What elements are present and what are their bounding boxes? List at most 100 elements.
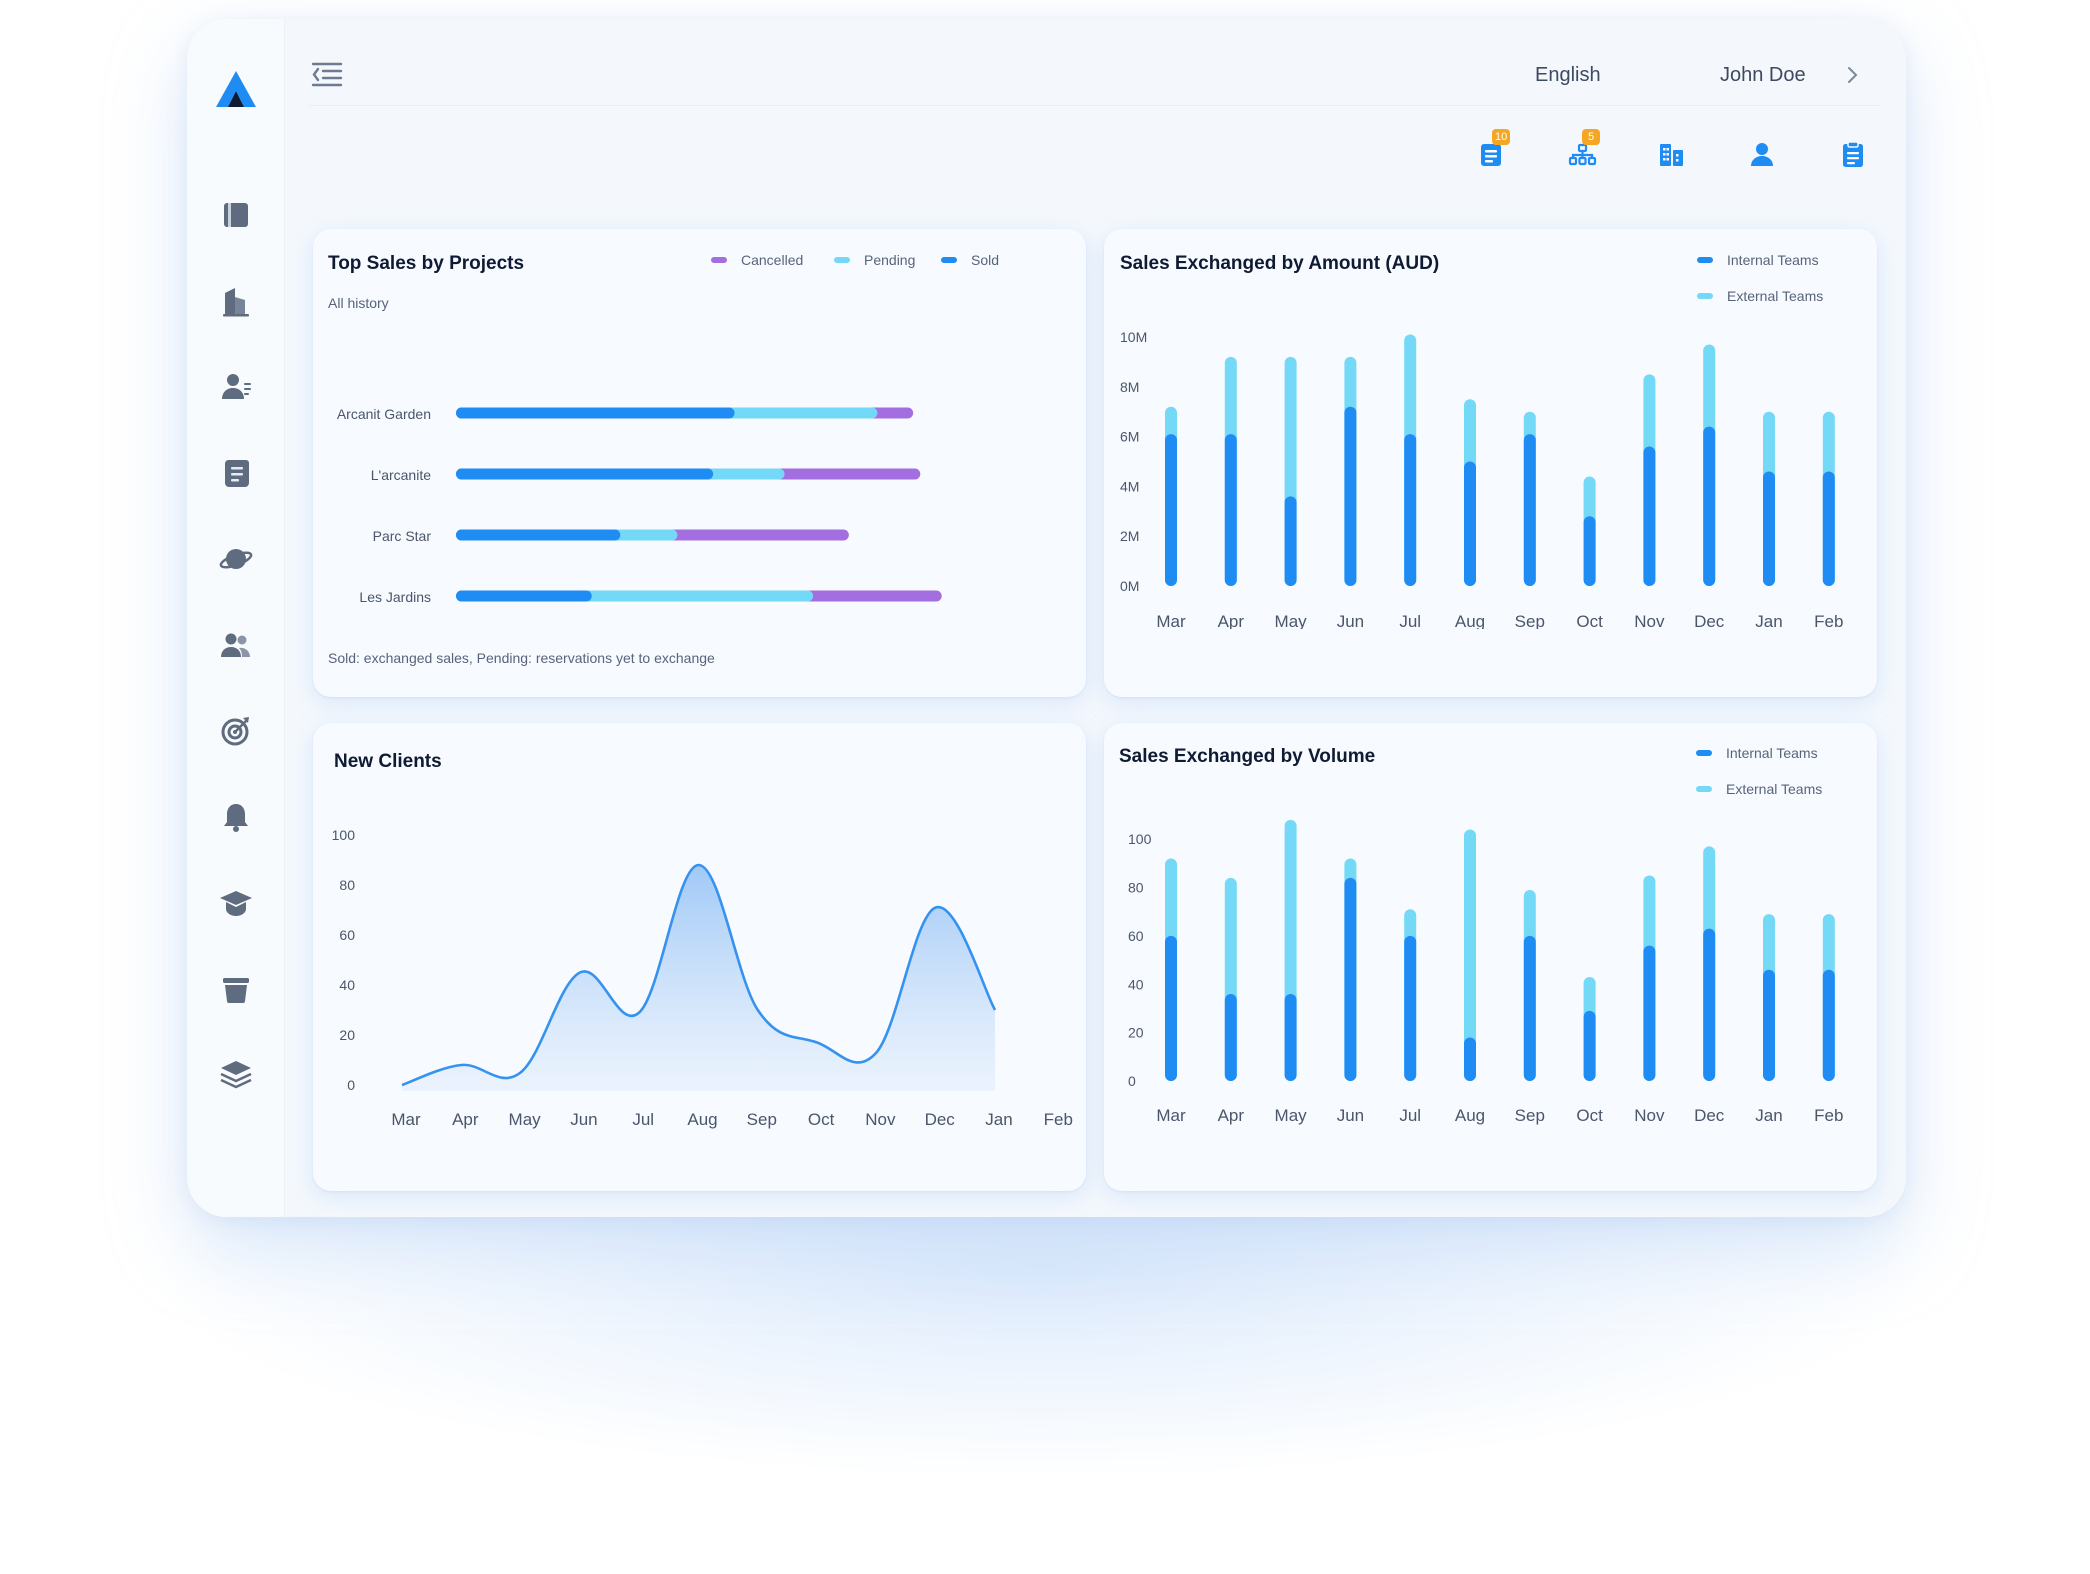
top-sales-card: Top Sales by Projects Cancelled Pending …: [313, 229, 1086, 697]
sidebar: [187, 19, 285, 1217]
sidebar-item-user-list[interactable]: [216, 367, 256, 407]
x-tick-label: Aug: [1455, 612, 1485, 629]
legend-external-teams: External Teams: [1697, 288, 1823, 304]
app-logo-icon: [216, 71, 256, 107]
x-tick-label: Mar: [391, 1110, 421, 1129]
quick-action-document-list[interactable]: 10: [1474, 129, 1514, 175]
y-tick-label: 4M: [1120, 478, 1139, 494]
bar-internal-teams: [1822, 969, 1835, 1081]
notification-badge: 5: [1582, 129, 1600, 145]
x-tick-label: Apr: [1218, 1106, 1245, 1125]
bar-internal-teams: [1464, 461, 1476, 586]
y-tick-label: 20: [339, 1027, 355, 1043]
bar-internal-teams: [1224, 434, 1237, 586]
y-tick-label: 40: [339, 977, 355, 993]
document-list-icon: [1481, 144, 1501, 166]
org-chart-icon: [1568, 143, 1597, 166]
sidebar-item-planet[interactable]: [216, 539, 256, 579]
bar-external-teams: [1464, 829, 1476, 1081]
bar-internal-teams: [1165, 434, 1177, 586]
sidebar-item-buildings[interactable]: [216, 281, 256, 321]
x-tick-label: Dec: [1694, 1106, 1725, 1125]
y-tick-label: 6M: [1120, 429, 1139, 445]
bar-internal-teams: [1165, 935, 1177, 1081]
x-tick-label: Nov: [1634, 1106, 1665, 1125]
bar-internal-teams: [1344, 877, 1357, 1081]
chevron-right-icon[interactable]: [1843, 63, 1861, 87]
sidebar-item-archive-box[interactable]: [216, 969, 256, 1009]
x-tick-label: Mar: [1156, 612, 1186, 629]
x-tick-label: Aug: [687, 1110, 717, 1129]
y-tick-label: 10M: [1120, 329, 1147, 345]
bell-icon: [224, 804, 248, 832]
notification-badge: 10: [1492, 129, 1511, 145]
sales-volume-card: Sales Exchanged by Volume Internal Teams…: [1104, 723, 1877, 1191]
menu-collapse-icon[interactable]: [309, 59, 345, 91]
quick-action-user[interactable]: [1742, 135, 1782, 175]
series-line: [401, 863, 997, 1087]
sidebar-item-scroll[interactable]: [216, 453, 256, 493]
x-tick-label: Dec: [925, 1110, 956, 1129]
x-tick-label: Jan: [1755, 1106, 1782, 1125]
archive-box-icon: [223, 978, 249, 1003]
area-fill: [402, 864, 995, 1091]
y-tick-label: 80: [339, 877, 355, 893]
bar-internal-teams: [1404, 434, 1417, 586]
bar-internal-teams: [1583, 516, 1596, 586]
sidebar-item-book[interactable]: [216, 195, 256, 235]
bar-internal-teams: [1464, 1037, 1476, 1081]
app-window: English John Doe 10 5 Top Sales by Projec…: [187, 19, 1906, 1217]
sidebar-item-layers[interactable]: [216, 1055, 256, 1095]
x-tick-label: Jul: [1399, 1106, 1421, 1125]
y-tick-label: Les Jardins: [359, 589, 431, 605]
sidebar-item-graduation-cap[interactable]: [216, 883, 256, 923]
quick-action-org-chart[interactable]: 5: [1564, 129, 1604, 175]
bar-internal-teams: [1643, 945, 1656, 1081]
y-tick-label: 100: [332, 827, 356, 843]
legend-sold: Sold: [941, 252, 999, 268]
bar-internal-teams: [1763, 969, 1775, 1081]
user-name[interactable]: John Doe: [1720, 64, 1806, 86]
x-tick-label: Aug: [1455, 1106, 1485, 1125]
x-tick-label: Sep: [1515, 1106, 1545, 1125]
card-title: Sales Exchanged by Volume: [1119, 746, 1376, 767]
sidebar-item-users[interactable]: [216, 625, 256, 665]
new-clients-chart: 0 20 40 60 80 100 Mar Apr May Jun Jul Aug Sep Oct Nov D…: [332, 827, 1073, 1129]
y-tick-label: 100: [1128, 831, 1152, 847]
buildings-icon: [223, 288, 249, 317]
legend-external-teams: External Teams: [1696, 781, 1822, 797]
legend-internal-teams: Internal Teams: [1697, 252, 1819, 268]
x-tick-label: Jun: [1337, 612, 1364, 629]
card-title: Sales Exchanged by Amount (AUD): [1120, 253, 1440, 274]
x-tick-label: Jun: [570, 1110, 597, 1129]
y-tick-label: 0M: [1120, 578, 1139, 594]
legend-cancelled: Cancelled: [711, 252, 803, 268]
x-tick-label: Oct: [808, 1110, 835, 1129]
quick-action-buildings[interactable]: [1652, 135, 1692, 175]
bar-sold: [456, 590, 592, 602]
y-tick-label: 8M: [1120, 379, 1139, 395]
x-tick-label: Sep: [747, 1110, 777, 1129]
legend-pending: Pending: [834, 252, 915, 268]
bar-internal-teams: [1822, 471, 1835, 586]
sidebar-item-target[interactable]: [216, 711, 256, 751]
bar-internal-teams: [1284, 496, 1297, 586]
x-tick-label: Jan: [985, 1110, 1012, 1129]
y-tick-label: Arcanit Garden: [337, 406, 431, 422]
sidebar-item-bell[interactable]: [216, 797, 256, 837]
planet-icon: [219, 549, 253, 569]
quick-action-clipboard[interactable]: [1833, 135, 1873, 175]
sales-amount-chart: 0M 2M 4M 6M 8M 10M Mar Apr May Jun Jul Aug Sep Oct Nov…: [1120, 329, 1843, 629]
layers-icon: [220, 1061, 252, 1089]
scroll-icon: [224, 460, 249, 487]
user-list-icon: [222, 374, 251, 399]
x-tick-label: Sep: [1515, 612, 1545, 629]
x-tick-label: Jul: [632, 1110, 654, 1129]
sales-volume-chart: 0 20 40 60 80 100 Mar Apr May Jun Jul Aug Sep Oct Nov D…: [1128, 819, 1843, 1125]
user-icon: [1751, 143, 1773, 166]
x-tick-label: Jul: [1399, 612, 1421, 629]
language-selector[interactable]: English: [1535, 64, 1601, 86]
card-title: New Clients: [334, 751, 442, 772]
x-tick-label: May: [509, 1110, 542, 1129]
bar-internal-teams: [1284, 993, 1297, 1081]
